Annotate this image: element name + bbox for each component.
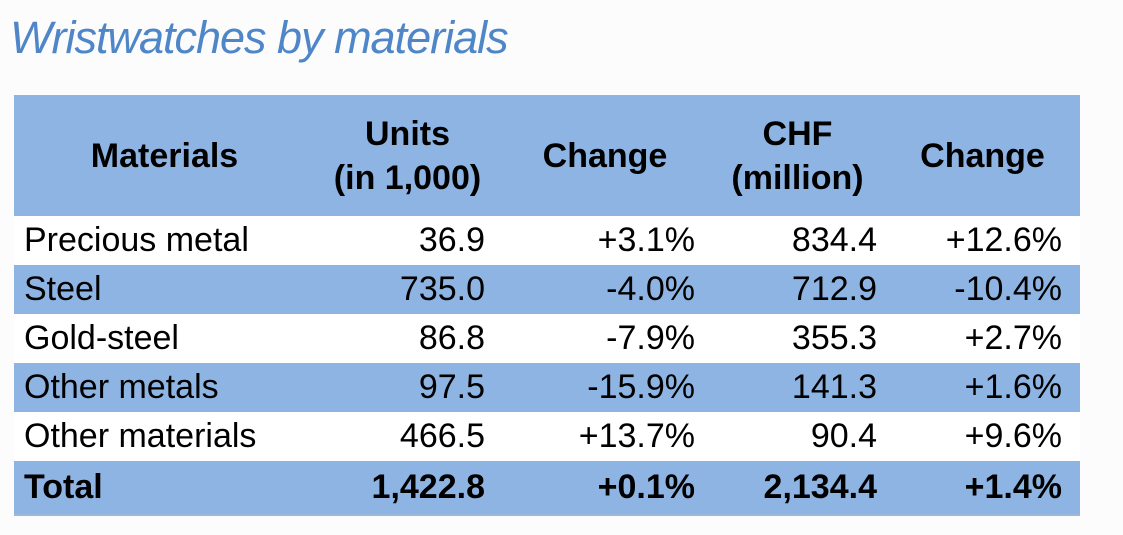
table-header: Materials Units (in 1,000) Change CHF (mil… bbox=[14, 95, 1080, 216]
column-header-units-change: Change bbox=[500, 95, 710, 216]
cell-units-change: -4.0% bbox=[500, 265, 710, 314]
header-sublabel: (in 1,000) bbox=[333, 158, 482, 197]
header-sublabel: (million) bbox=[731, 158, 864, 197]
cell-chf: 90.4 bbox=[710, 412, 885, 461]
table-body: Precious metal 36.9 +3.1% 834.4 +12.6% S… bbox=[14, 216, 1080, 516]
header-label: CHF bbox=[762, 114, 833, 153]
cell-material: Other metals bbox=[14, 363, 315, 412]
cell-chf: 355.3 bbox=[710, 314, 885, 363]
table-row-precious-metal: Precious metal 36.9 +3.1% 834.4 +12.6% bbox=[14, 216, 1080, 265]
cell-material: Other materials bbox=[14, 412, 315, 461]
cell-chf-change: +2.7% bbox=[885, 314, 1080, 363]
materials-table: Materials Units (in 1,000) Change CHF (mil… bbox=[14, 95, 1080, 516]
cell-units: 1,422.8 bbox=[315, 461, 500, 516]
header-label: Materials bbox=[90, 136, 239, 175]
cell-units-change: -15.9% bbox=[500, 363, 710, 412]
cell-material: Precious metal bbox=[14, 216, 315, 265]
cell-material: Total bbox=[14, 461, 315, 516]
header-label: Change bbox=[542, 136, 668, 175]
cell-chf: 2,134.4 bbox=[710, 461, 885, 516]
cell-units-change: +0.1% bbox=[500, 461, 710, 516]
cell-units-change: -7.9% bbox=[500, 314, 710, 363]
cell-chf-change: +1.4% bbox=[885, 461, 1080, 516]
cell-units-change: +13.7% bbox=[500, 412, 710, 461]
column-header-chf: CHF (million) bbox=[710, 95, 885, 216]
table-header-row: Materials Units (in 1,000) Change CHF (mil… bbox=[14, 95, 1080, 216]
table-row-total: Total 1,422.8 +0.1% 2,134.4 +1.4% bbox=[14, 461, 1080, 516]
cell-units: 466.5 bbox=[315, 412, 500, 461]
cell-chf-change: +9.6% bbox=[885, 412, 1080, 461]
cell-chf: 834.4 bbox=[710, 216, 885, 265]
column-header-materials: Materials bbox=[14, 95, 315, 216]
cell-chf: 141.3 bbox=[710, 363, 885, 412]
cell-material: Steel bbox=[14, 265, 315, 314]
table-row-other-materials: Other materials 466.5 +13.7% 90.4 +9.6% bbox=[14, 412, 1080, 461]
header-label: Units bbox=[365, 114, 450, 153]
table-row-gold-steel: Gold-steel 86.8 -7.9% 355.3 +2.7% bbox=[14, 314, 1080, 363]
cell-material: Gold-steel bbox=[14, 314, 315, 363]
cell-chf: 712.9 bbox=[710, 265, 885, 314]
column-header-chf-change: Change bbox=[885, 95, 1080, 216]
cell-units: 86.8 bbox=[315, 314, 500, 363]
cell-chf-change: -10.4% bbox=[885, 265, 1080, 314]
cell-chf-change: +12.6% bbox=[885, 216, 1080, 265]
page-title: Wristwatches by materials bbox=[10, 12, 509, 63]
table-row-steel: Steel 735.0 -4.0% 712.9 -10.4% bbox=[14, 265, 1080, 314]
table-row-other-metals: Other metals 97.5 -15.9% 141.3 +1.6% bbox=[14, 363, 1080, 412]
cell-units: 97.5 bbox=[315, 363, 500, 412]
cell-units: 735.0 bbox=[315, 265, 500, 314]
column-header-units: Units (in 1,000) bbox=[315, 95, 500, 216]
cell-chf-change: +1.6% bbox=[885, 363, 1080, 412]
header-label: Change bbox=[920, 136, 1045, 175]
cell-units: 36.9 bbox=[315, 216, 500, 265]
cell-units-change: +3.1% bbox=[500, 216, 710, 265]
